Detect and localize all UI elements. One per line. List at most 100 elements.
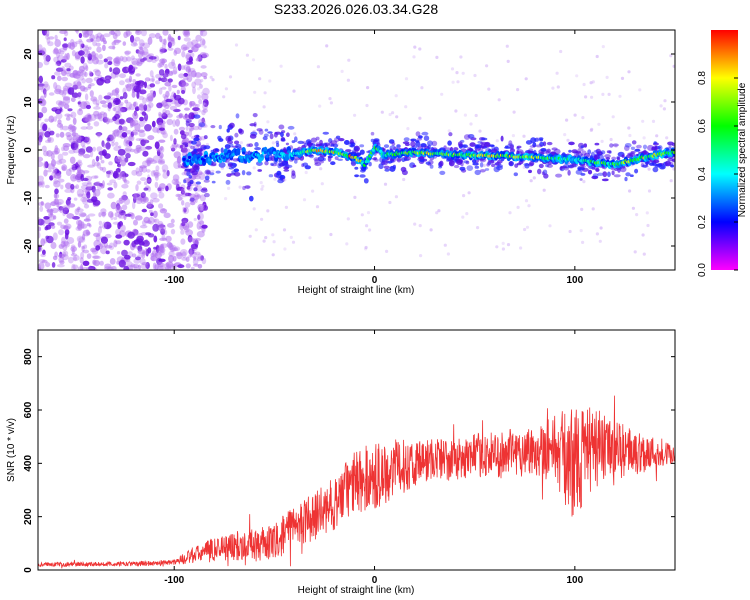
noise-speck [196, 103, 200, 108]
noise-speck [154, 141, 160, 149]
trace-cell [263, 150, 267, 155]
noise-speck [54, 198, 59, 205]
noise-speck [152, 198, 160, 203]
noise-speck [159, 155, 163, 163]
halo-speck [597, 154, 604, 161]
noise-speck [402, 177, 406, 182]
halo-speck [607, 171, 611, 178]
halo-speck [286, 164, 293, 168]
noise-speck [63, 225, 71, 230]
noise-speck [123, 139, 129, 147]
halo-speck [600, 150, 606, 155]
noise-speck [152, 155, 160, 164]
halo-speck [641, 164, 648, 168]
noise-speck [474, 113, 478, 118]
noise-speck [600, 139, 604, 143]
noise-speck [184, 201, 191, 208]
noise-speck [155, 174, 159, 181]
noise-speck [68, 124, 73, 130]
noise-speck [388, 200, 392, 205]
noise-speck [66, 237, 75, 244]
noise-speck [271, 141, 275, 145]
halo-speck [525, 140, 533, 145]
noise-speck [645, 211, 649, 215]
noise-speck [591, 80, 595, 84]
noise-speck [97, 226, 103, 235]
halo-speck [193, 114, 201, 119]
noise-speck [100, 184, 104, 189]
noise-speck [469, 122, 473, 126]
halo-speck [671, 142, 675, 147]
noise-speck [41, 180, 45, 188]
noise-speck [130, 212, 135, 220]
noise-speck [43, 161, 47, 169]
noise-speck [601, 92, 605, 96]
noise-speck [99, 225, 103, 229]
halo-speck [609, 143, 614, 148]
noise-speck [58, 244, 64, 249]
noise-speck [451, 80, 455, 84]
noise-speck [63, 218, 69, 224]
noise-speck [125, 30, 131, 37]
noise-speck [124, 78, 132, 83]
noise-speck [137, 249, 146, 255]
halo-speck [508, 140, 513, 147]
noise-speck [180, 189, 185, 195]
noise-speck [199, 30, 206, 33]
noise-speck [92, 146, 96, 152]
noise-speck [591, 207, 595, 211]
halo-speck [429, 164, 434, 169]
noise-speck [98, 212, 102, 218]
noise-speck [187, 49, 193, 54]
noise-speck [353, 195, 357, 199]
noise-speck [148, 209, 153, 214]
noise-speck [114, 212, 120, 218]
noise-speck [122, 191, 127, 197]
noise-speck [263, 91, 267, 95]
noise-speck [506, 243, 511, 247]
noise-speck [180, 222, 186, 226]
noise-speck [191, 81, 197, 89]
noise-speck [185, 229, 194, 237]
noise-speck [52, 169, 57, 174]
noise-speck [158, 261, 164, 268]
noise-speck [201, 93, 209, 101]
halo-speck [253, 121, 257, 128]
noise-speck [93, 110, 100, 117]
halo-speck [446, 158, 451, 162]
figure-title: S233.2026.026.03.34.G28 [274, 1, 438, 17]
halo-speck [537, 168, 542, 175]
noise-speck [72, 135, 78, 142]
noise-speck [116, 199, 123, 205]
noise-speck [94, 175, 99, 179]
noise-speck [105, 117, 110, 125]
noise-speck [271, 253, 275, 257]
snr-panel: -100 0 100 0 200 400 600 800 Height of straigh… [6, 329, 676, 596]
noise-speck [84, 86, 92, 90]
halo-speck [568, 141, 575, 146]
noise-speck [137, 129, 145, 133]
noise-speck [418, 224, 422, 228]
noise-speck [260, 217, 264, 221]
noise-speck [61, 76, 68, 82]
noise-speck [114, 141, 119, 147]
x-tick-label: 0 [372, 275, 378, 286]
noise-speck [62, 210, 66, 217]
noise-speck [148, 78, 155, 82]
noise-speck [53, 178, 58, 185]
noise-speck [328, 97, 332, 101]
noise-speck [63, 37, 67, 42]
noise-speck [181, 82, 189, 87]
noise-speck [590, 127, 594, 131]
noise-speck [124, 51, 130, 56]
noise-speck [92, 57, 99, 65]
noise-speck [202, 39, 206, 46]
noise-speck [385, 249, 389, 253]
noise-speck [121, 126, 128, 132]
noise-speck [80, 213, 87, 217]
noise-speck [86, 38, 93, 43]
noise-speck [193, 251, 201, 255]
halo-speck [249, 195, 254, 202]
noise-speck [39, 99, 47, 107]
